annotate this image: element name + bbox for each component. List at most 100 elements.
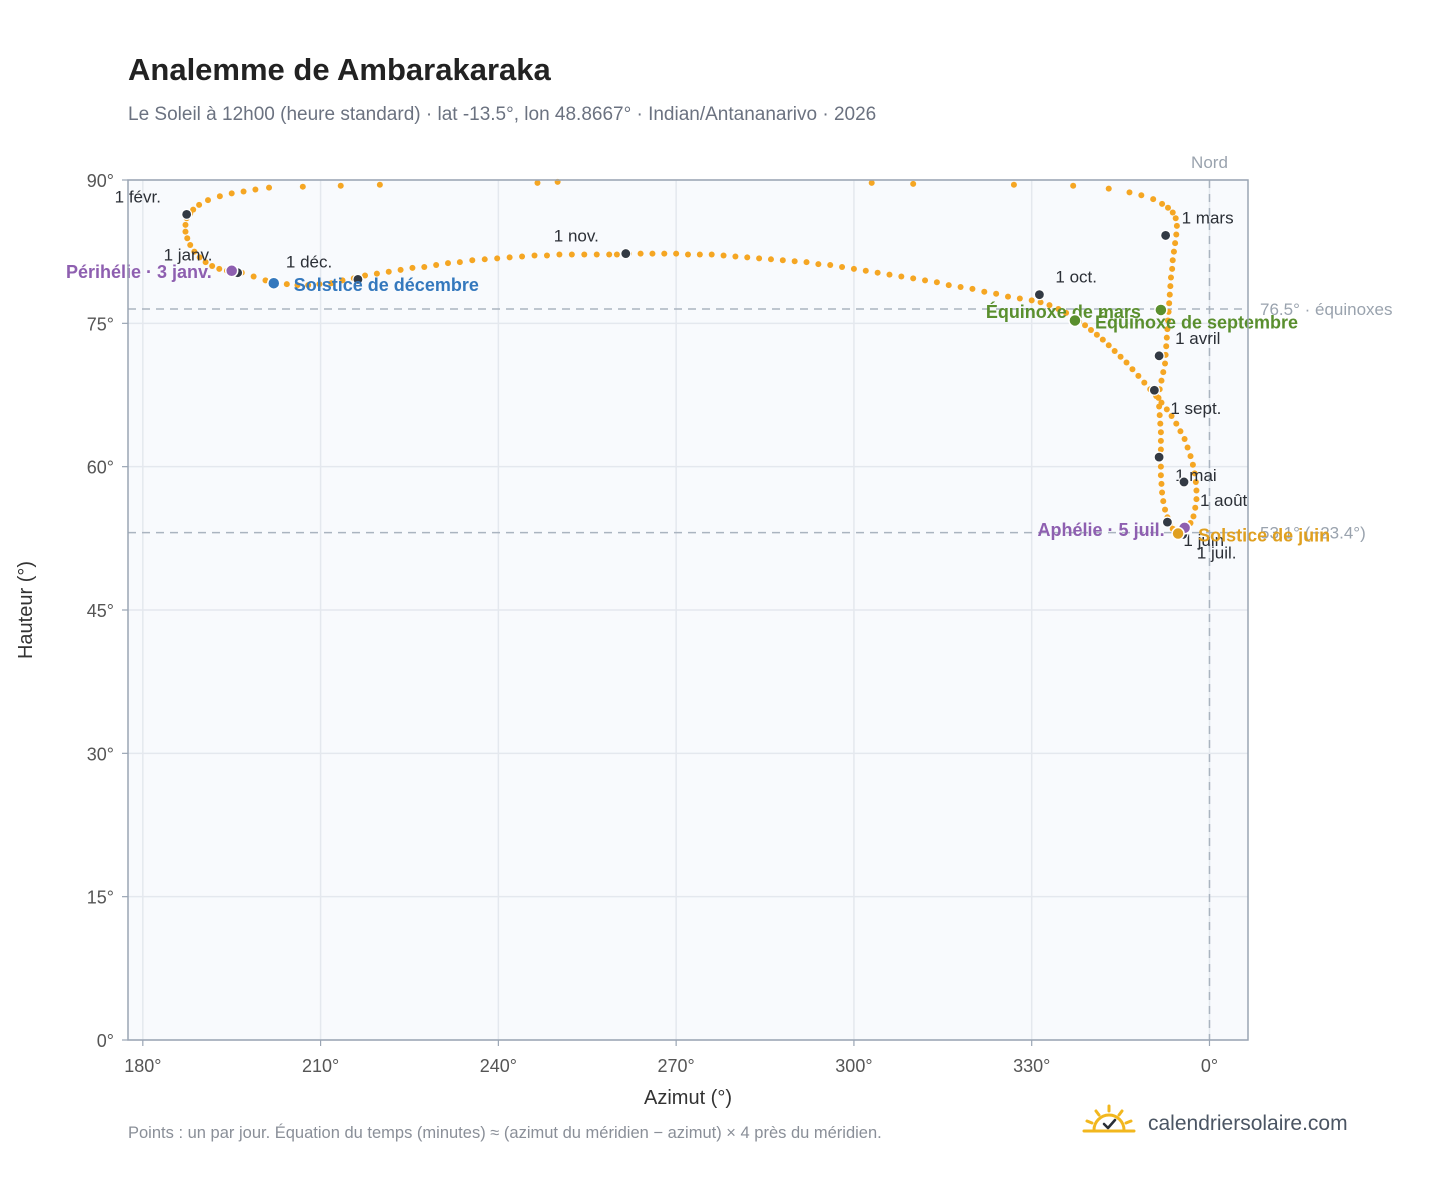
daily-point bbox=[1166, 300, 1173, 307]
daily-point bbox=[506, 254, 513, 261]
daily-point bbox=[1156, 412, 1163, 419]
month-marker-label: 1 mars bbox=[1182, 208, 1234, 227]
daily-point bbox=[1158, 377, 1165, 384]
brand-logo[interactable]: calendriersolaire.com bbox=[1082, 1104, 1348, 1144]
daily-point bbox=[531, 252, 538, 259]
daily-point bbox=[1189, 461, 1196, 468]
daily-point bbox=[791, 258, 798, 265]
daily-point bbox=[1167, 274, 1174, 281]
daily-point bbox=[421, 263, 428, 270]
daily-point bbox=[1157, 472, 1164, 479]
daily-point bbox=[957, 284, 964, 291]
daily-point bbox=[1111, 348, 1118, 355]
event-marker bbox=[1068, 313, 1082, 328]
daily-point bbox=[362, 272, 369, 279]
daily-point bbox=[1163, 343, 1170, 350]
y-tick-label: 45° bbox=[87, 601, 114, 621]
daily-point bbox=[187, 241, 194, 248]
daily-point bbox=[1063, 309, 1070, 316]
daily-point bbox=[850, 265, 857, 272]
daily-point bbox=[1181, 435, 1188, 442]
plot-frame bbox=[127, 179, 1249, 1041]
y-tick-label: 90° bbox=[87, 171, 114, 191]
daily-point bbox=[1184, 444, 1191, 451]
daily-point bbox=[1129, 366, 1136, 373]
daily-point bbox=[252, 186, 259, 193]
daily-point bbox=[481, 256, 488, 263]
x-tick-label: 300° bbox=[835, 1056, 872, 1076]
daily-point bbox=[1163, 334, 1170, 341]
daily-point bbox=[1160, 498, 1167, 505]
daily-point bbox=[1192, 478, 1199, 485]
daily-point bbox=[744, 254, 751, 261]
daily-point bbox=[216, 265, 223, 272]
daily-point bbox=[922, 277, 929, 284]
daily-point bbox=[328, 280, 335, 287]
daily-point bbox=[1099, 336, 1106, 343]
daily-point bbox=[593, 251, 600, 258]
event-marker bbox=[224, 264, 239, 278]
daily-point bbox=[720, 252, 727, 259]
event-label: Aphélie · 5 juil. bbox=[1038, 520, 1165, 540]
daily-point bbox=[1173, 222, 1180, 229]
daily-point bbox=[196, 201, 203, 208]
reference-lines: Nord 76.5° · équinoxes 53.1° (−23.4°) bbox=[128, 153, 1393, 1040]
daily-point bbox=[216, 193, 223, 200]
daily-point bbox=[1155, 394, 1162, 401]
daily-point bbox=[1087, 327, 1094, 334]
daily-point bbox=[1082, 322, 1089, 329]
daily-point bbox=[1163, 406, 1170, 413]
daily-point bbox=[993, 290, 1000, 297]
daily-point bbox=[1157, 420, 1164, 427]
month-marker bbox=[1033, 289, 1046, 301]
daily-point bbox=[606, 251, 613, 258]
daily-point bbox=[1126, 189, 1133, 196]
daily-point bbox=[661, 250, 668, 257]
daily-point bbox=[1070, 182, 1077, 189]
month-marker-label: 1 août bbox=[1200, 491, 1248, 510]
daily-point bbox=[1165, 204, 1171, 211]
daily-point bbox=[886, 271, 893, 278]
footnote: Points : un par jour. Équation du temps … bbox=[128, 1124, 882, 1142]
daily-point bbox=[339, 277, 346, 284]
event-label: Équinoxe de mars bbox=[986, 301, 1141, 322]
daily-point bbox=[649, 250, 656, 257]
daily-point bbox=[433, 262, 440, 269]
month-marker bbox=[181, 208, 193, 220]
event-label: Équinoxe de septembre bbox=[1095, 311, 1298, 332]
month-marker bbox=[1160, 229, 1172, 242]
x-tick-label: 210° bbox=[302, 1056, 339, 1076]
event-markers: Périhélie · 3 janv. Solstice de décembre É… bbox=[66, 262, 1330, 546]
daily-point bbox=[568, 251, 575, 258]
daily-point bbox=[409, 264, 416, 271]
chart-subtitle: Le Soleil à 12h00 (heure standard) · lat… bbox=[128, 104, 877, 125]
daily-point bbox=[1164, 326, 1171, 333]
daily-point bbox=[184, 235, 191, 242]
daily-point bbox=[637, 250, 644, 257]
month-marker-label: 1 oct. bbox=[1055, 268, 1097, 287]
daily-point bbox=[205, 197, 211, 204]
month-marker bbox=[1153, 350, 1165, 362]
daily-point bbox=[613, 251, 620, 258]
month-marker bbox=[620, 247, 632, 260]
daily-point bbox=[1105, 342, 1112, 349]
x-tick-label: 180° bbox=[124, 1056, 161, 1076]
daily-point bbox=[1169, 265, 1176, 272]
daily-point bbox=[1046, 302, 1053, 309]
reference-line-label: 76.5° · équinoxes bbox=[1260, 300, 1393, 319]
daily-point bbox=[945, 282, 952, 289]
daily-point bbox=[1159, 200, 1166, 207]
daily-point bbox=[1193, 496, 1200, 503]
daily-point bbox=[1167, 283, 1174, 290]
daily-point bbox=[240, 188, 247, 195]
daily-point bbox=[1177, 428, 1184, 435]
month-marker bbox=[1161, 516, 1174, 528]
event-marker bbox=[1154, 303, 1168, 317]
daily-point bbox=[376, 181, 383, 188]
daily-point bbox=[708, 251, 715, 258]
month-marker bbox=[1153, 451, 1165, 463]
daily-point bbox=[910, 275, 917, 282]
daily-point bbox=[209, 263, 216, 269]
